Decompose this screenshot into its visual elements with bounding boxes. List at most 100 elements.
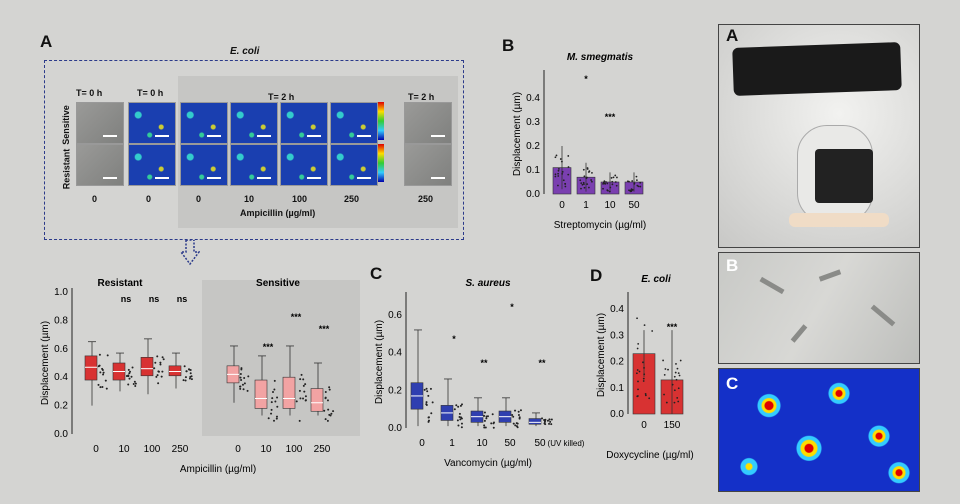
conc-label: 10 [244, 194, 255, 204]
data-point [184, 379, 187, 382]
panel-a-organism: E. coli [230, 46, 260, 57]
data-point [638, 370, 641, 373]
data-point [628, 180, 630, 183]
data-point [458, 416, 461, 419]
data-point [554, 173, 557, 176]
right-letter-b: B [726, 256, 739, 275]
data-point [304, 383, 307, 386]
data-point [548, 422, 551, 425]
data-point [615, 184, 618, 187]
uv-note: (UV killed) [548, 439, 585, 448]
right-letter-c: C [726, 374, 739, 393]
data-point [583, 183, 585, 186]
significance-marker: *** [667, 322, 678, 332]
data-point [326, 399, 329, 402]
data-point [189, 375, 192, 378]
data-point [637, 388, 639, 391]
significance-marker: * [584, 74, 588, 84]
chart-a-box: Resistant Sensitive 0.0 0.2 0.4 0.6 0.8 1.0 Disp… [40, 278, 360, 475]
data-point [590, 179, 592, 181]
data-point [157, 370, 160, 373]
data-point [427, 419, 430, 422]
data-point [614, 181, 617, 183]
data-point [635, 175, 638, 178]
data-point [101, 385, 104, 388]
data-point [564, 182, 567, 185]
significance-marker: *** [605, 112, 616, 122]
data-point [550, 418, 553, 421]
x-tick-label: 50 [534, 438, 546, 449]
data-point [159, 363, 162, 366]
data-point [484, 426, 487, 429]
time-label-4: T= 2 h [408, 92, 435, 102]
conc-label: 250 [344, 194, 360, 204]
time-label-1: T= 0 h [76, 88, 103, 98]
data-point [274, 400, 277, 403]
data-point [677, 400, 680, 403]
data-point [673, 401, 676, 404]
data-point [483, 424, 486, 427]
data-point [304, 399, 307, 402]
y-tick-label: 0.0 [54, 429, 68, 440]
data-point [561, 170, 564, 173]
data-point [631, 188, 634, 191]
data-point [663, 373, 666, 376]
data-point [557, 172, 560, 175]
data-point [582, 181, 585, 184]
y-axis-label: Displacement (µm) [596, 313, 607, 397]
box [528, 418, 542, 425]
data-point [580, 182, 583, 184]
data-point [635, 372, 638, 375]
data-point [304, 395, 307, 398]
data-point [132, 383, 135, 386]
data-point [554, 175, 557, 178]
chart-title: E. coli [641, 274, 671, 285]
data-point [160, 375, 163, 378]
data-point [543, 419, 546, 422]
micro-tile [280, 102, 328, 144]
data-point [554, 156, 557, 159]
x-tick-label: 10 [476, 438, 488, 449]
data-point [671, 383, 674, 386]
y-tick-label: 0.3 [526, 117, 540, 128]
data-point [329, 414, 332, 417]
data-point [603, 180, 606, 183]
significance-marker: * [510, 302, 514, 312]
data-point [678, 374, 681, 377]
y-tick-label: 0.1 [526, 165, 540, 176]
data-point [324, 418, 327, 421]
chart-title: S. aureus [465, 278, 510, 289]
data-point [460, 426, 463, 429]
data-point [580, 187, 582, 190]
data-point [511, 414, 514, 417]
data-point [516, 426, 519, 429]
data-point [156, 355, 159, 358]
data-point [512, 415, 515, 418]
data-point [241, 383, 244, 386]
data-point [273, 379, 276, 382]
data-point [602, 187, 604, 190]
y-tick-label: 0.1 [610, 383, 624, 394]
data-point [423, 388, 426, 391]
data-point [636, 317, 638, 320]
panel-b-letter: B [502, 36, 515, 55]
data-point [323, 409, 326, 412]
data-point [679, 359, 682, 362]
micro-tile [404, 102, 452, 144]
significance-marker: ns [121, 294, 132, 304]
data-point [128, 377, 131, 380]
data-point [642, 361, 644, 364]
data-point [616, 176, 618, 179]
data-point [676, 367, 679, 370]
data-point [608, 190, 611, 193]
significance-marker: *** [263, 342, 274, 352]
data-point [102, 371, 105, 374]
group-label: Resistant [97, 278, 143, 289]
data-point [643, 373, 646, 376]
time-label-2: T= 0 h [137, 88, 164, 98]
panel-a-axis-label: Ampicillin (µg/ml) [240, 208, 316, 218]
conc-label: 0 [146, 194, 152, 204]
data-point [558, 167, 560, 170]
